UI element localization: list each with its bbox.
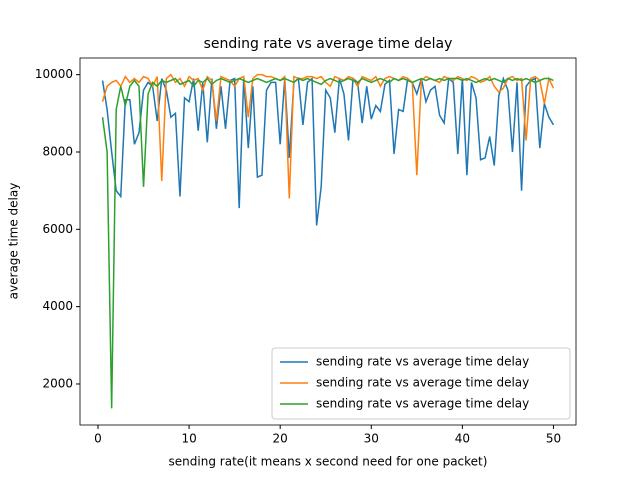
y-tick-label: 10000 xyxy=(35,67,73,81)
legend-label: sending rate vs average time delay xyxy=(316,355,529,369)
x-tick-label: 10 xyxy=(181,432,196,446)
line-series xyxy=(101,77,554,409)
chart-title: sending rate vs average time delay xyxy=(204,36,453,52)
y-tick-label: 8000 xyxy=(42,144,73,158)
y-tick-label: 6000 xyxy=(42,222,73,236)
y-tick-label: 4000 xyxy=(42,299,73,313)
x-tick-label: 20 xyxy=(273,432,288,446)
x-tick-label: 0 xyxy=(94,432,102,446)
y-tick-label: 2000 xyxy=(42,376,73,390)
line-series xyxy=(101,76,555,226)
legend-label: sending rate vs average time delay xyxy=(316,397,529,411)
x-tick-label: 40 xyxy=(455,432,470,446)
x-axis-label: sending rate(it means x second need for … xyxy=(169,455,488,469)
legend-label: sending rate vs average time delay xyxy=(316,376,529,390)
x-tick-label: 30 xyxy=(364,432,379,446)
x-tick-label: 50 xyxy=(546,432,561,446)
legend-box xyxy=(271,347,571,420)
axes-frame xyxy=(79,57,577,426)
y-axis-label: average time delay xyxy=(7,183,21,300)
